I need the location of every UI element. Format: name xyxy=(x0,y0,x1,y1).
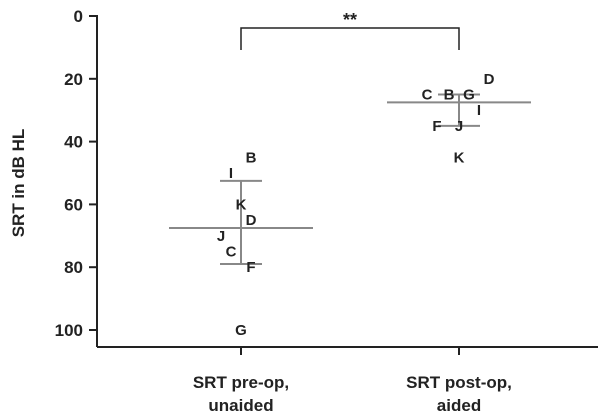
point-label: F xyxy=(432,118,441,135)
category-label-line2: aided xyxy=(437,396,481,415)
point-label: K xyxy=(236,196,247,213)
significance-bracket: ** xyxy=(240,10,460,50)
summary-lines xyxy=(169,93,531,266)
point-label: D xyxy=(484,71,495,88)
point-label: J xyxy=(455,118,463,135)
y-tick-label: 20 xyxy=(64,70,83,89)
y-tick-label: 0 xyxy=(74,7,83,26)
point-label: G xyxy=(235,322,247,339)
category-label-line2: unaided xyxy=(208,396,273,415)
point-label: B xyxy=(246,149,257,166)
y-tick-label: 40 xyxy=(64,133,83,152)
point-label: I xyxy=(477,102,481,119)
point-label: C xyxy=(422,87,433,104)
point-label: K xyxy=(454,149,465,166)
point-label: I xyxy=(229,165,233,182)
significance-stars: ** xyxy=(343,10,357,30)
category-label-line1: SRT pre-op, xyxy=(193,373,289,392)
point-label: G xyxy=(463,87,475,104)
y-tick-label: 100 xyxy=(55,321,83,340)
y-axis-ticks: 0 20 40 60 80 100 xyxy=(55,7,97,340)
bracket-line xyxy=(240,27,460,50)
point-label: C xyxy=(226,244,237,261)
y-tick-label: 60 xyxy=(64,195,83,214)
category-labels: SRT pre-op, unaided SRT post-op, aided xyxy=(193,347,512,415)
point-label: B xyxy=(444,87,455,104)
point-label: D xyxy=(246,212,257,229)
y-tick-label: 80 xyxy=(64,258,83,277)
y-axis-title: SRT in dB HL xyxy=(9,129,28,238)
point-label: F xyxy=(246,259,255,276)
axes xyxy=(96,15,598,348)
category-label-line1: SRT post-op, xyxy=(406,373,512,392)
point-label: J xyxy=(217,228,225,245)
